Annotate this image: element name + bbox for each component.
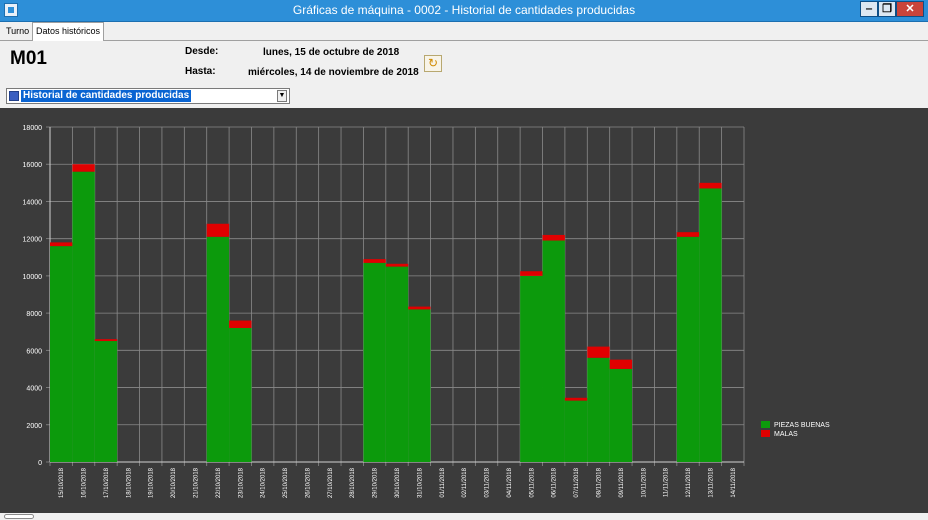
- y-tick-label: 10000: [23, 274, 43, 281]
- production-chart: 0 2000 4000 6000 8000 10000 12000 14000 16000 180…: [23, 125, 830, 498]
- bar-malas: [542, 234, 565, 241]
- resize-grip[interactable]: [4, 514, 34, 519]
- bar-malas: [363, 259, 386, 263]
- bar-piezas-buenas: [385, 266, 409, 462]
- x-tick-label: 16/10/2018: [82, 467, 88, 498]
- bar-malas: [229, 320, 252, 328]
- bar-piezas-buenas: [542, 240, 565, 462]
- chart-type-selected: Historial de cantidades producidas: [21, 90, 192, 102]
- bar-malas: [699, 182, 722, 189]
- x-tick-label: 24/10/2018: [261, 467, 267, 498]
- y-tick-label: 18000: [23, 125, 43, 132]
- x-tick-label: 10/11/2018: [641, 467, 647, 497]
- x-tick-label: 19/10/2018: [149, 467, 155, 498]
- y-tick-label: 0: [38, 460, 42, 467]
- close-button[interactable]: ✕: [896, 1, 924, 17]
- legend-label: PIEZAS BUENAS: [774, 422, 830, 429]
- window-title: Gráficas de máquina - 0002 - Historial d…: [292, 3, 636, 17]
- chart-panel: 0 2000 4000 6000 8000 10000 12000 14000 16000 180…: [0, 108, 928, 513]
- bar-malas: [206, 223, 230, 237]
- bar-piezas-buenas: [363, 262, 386, 462]
- x-tick-label: 15/10/2018: [59, 467, 65, 498]
- x-tick-label: 07/11/2018: [574, 467, 580, 497]
- hasta-date[interactable]: miércoles, 14 de noviembre de 2018: [248, 67, 419, 78]
- bar-piezas-buenas: [50, 246, 73, 462]
- bar-malas: [609, 359, 633, 369]
- bar-malas: [564, 397, 588, 401]
- bar-piezas-buenas: [94, 341, 118, 462]
- bar-piezas-buenas: [206, 236, 230, 462]
- x-tick-label: 29/10/2018: [373, 467, 379, 498]
- bar-piezas-buenas: [564, 400, 588, 462]
- legend-label: MALAS: [774, 431, 798, 438]
- y-tick-label: 4000: [26, 386, 42, 393]
- bar-piezas-buenas: [520, 275, 543, 462]
- bar-malas: [94, 339, 118, 342]
- tab-strip: Turno Datos históricos: [0, 22, 928, 41]
- maximize-button[interactable]: ❐: [878, 1, 896, 17]
- bar-malas: [587, 346, 610, 358]
- bar-malas: [676, 232, 700, 237]
- x-tick-label: 12/11/2018: [686, 467, 692, 497]
- x-tick-label: 26/10/2018: [305, 467, 311, 498]
- x-tick-label: 21/10/2018: [194, 467, 200, 498]
- x-tick-label: 06/11/2018: [552, 467, 558, 497]
- y-tick-label: 8000: [26, 311, 42, 318]
- minimize-button[interactable]: ‒: [860, 1, 878, 17]
- chart-icon: [9, 91, 19, 101]
- status-strip: [0, 513, 928, 520]
- x-tick-label: 27/10/2018: [328, 467, 334, 498]
- x-tick-label: 14/11/2018: [731, 467, 737, 497]
- y-tick-label: 12000: [23, 237, 43, 244]
- x-tick-label: 03/11/2018: [485, 467, 491, 497]
- y-tick-label: 2000: [26, 423, 42, 430]
- bar-piezas-buenas: [676, 236, 700, 462]
- bar-piezas-buenas: [408, 309, 431, 462]
- y-tick-label: 16000: [23, 162, 43, 169]
- bar-piezas-buenas: [229, 328, 252, 462]
- x-tick-label: 20/10/2018: [171, 467, 177, 498]
- machine-id: M01: [10, 48, 47, 69]
- y-tick-label: 14000: [23, 199, 43, 206]
- x-tick-label: 28/10/2018: [350, 467, 356, 498]
- tab-turno[interactable]: Turno: [6, 26, 30, 36]
- x-tick-label: 13/11/2018: [708, 467, 714, 497]
- bar-piezas-buenas: [72, 171, 95, 462]
- x-tick-label: 25/10/2018: [283, 467, 289, 498]
- x-tick-label: 18/10/2018: [126, 467, 132, 498]
- chevron-down-icon[interactable]: ▼: [277, 90, 287, 102]
- desde-label: Desde:: [185, 46, 219, 57]
- desde-date[interactable]: lunes, 15 de octubre de 2018: [263, 47, 400, 58]
- x-tick-label: 17/10/2018: [104, 467, 110, 498]
- x-tick-label: 02/11/2018: [462, 467, 468, 497]
- x-tick-label: 31/10/2018: [417, 467, 423, 498]
- refresh-icon: ↻: [428, 56, 439, 70]
- x-tick-label: 04/11/2018: [507, 467, 513, 497]
- x-tick-label: 11/11/2018: [664, 467, 670, 497]
- bar-malas: [50, 242, 73, 247]
- bar-malas: [385, 263, 409, 267]
- bar-piezas-buenas: [609, 368, 633, 462]
- y-tick-label: 6000: [26, 348, 42, 355]
- x-tick-label: 30/10/2018: [395, 467, 401, 498]
- bar-piezas-buenas: [587, 357, 610, 462]
- legend-swatch: [761, 430, 770, 437]
- x-tick-label: 09/11/2018: [619, 467, 625, 497]
- bar-piezas-buenas: [699, 188, 722, 462]
- x-tick-label: 22/10/2018: [216, 467, 222, 498]
- hasta-label: Hasta:: [185, 66, 216, 77]
- bar-malas: [408, 306, 431, 310]
- x-tick-label: 05/11/2018: [529, 467, 535, 497]
- bar-malas: [72, 164, 95, 172]
- x-tick-label: 23/10/2018: [238, 467, 244, 498]
- tab-datos-historicos[interactable]: Datos históricos: [32, 22, 105, 41]
- bar-malas: [520, 271, 543, 276]
- title-bar: Gráficas de máquina - 0002 - Historial d…: [0, 0, 928, 22]
- legend-swatch: [761, 421, 770, 428]
- x-tick-label: 08/11/2018: [596, 467, 602, 497]
- chart-type-select[interactable]: Historial de cantidades producidas ▼: [6, 88, 290, 104]
- x-tick-label: 01/11/2018: [440, 467, 446, 497]
- refresh-button[interactable]: ↻: [424, 55, 442, 72]
- app-icon: [4, 3, 18, 17]
